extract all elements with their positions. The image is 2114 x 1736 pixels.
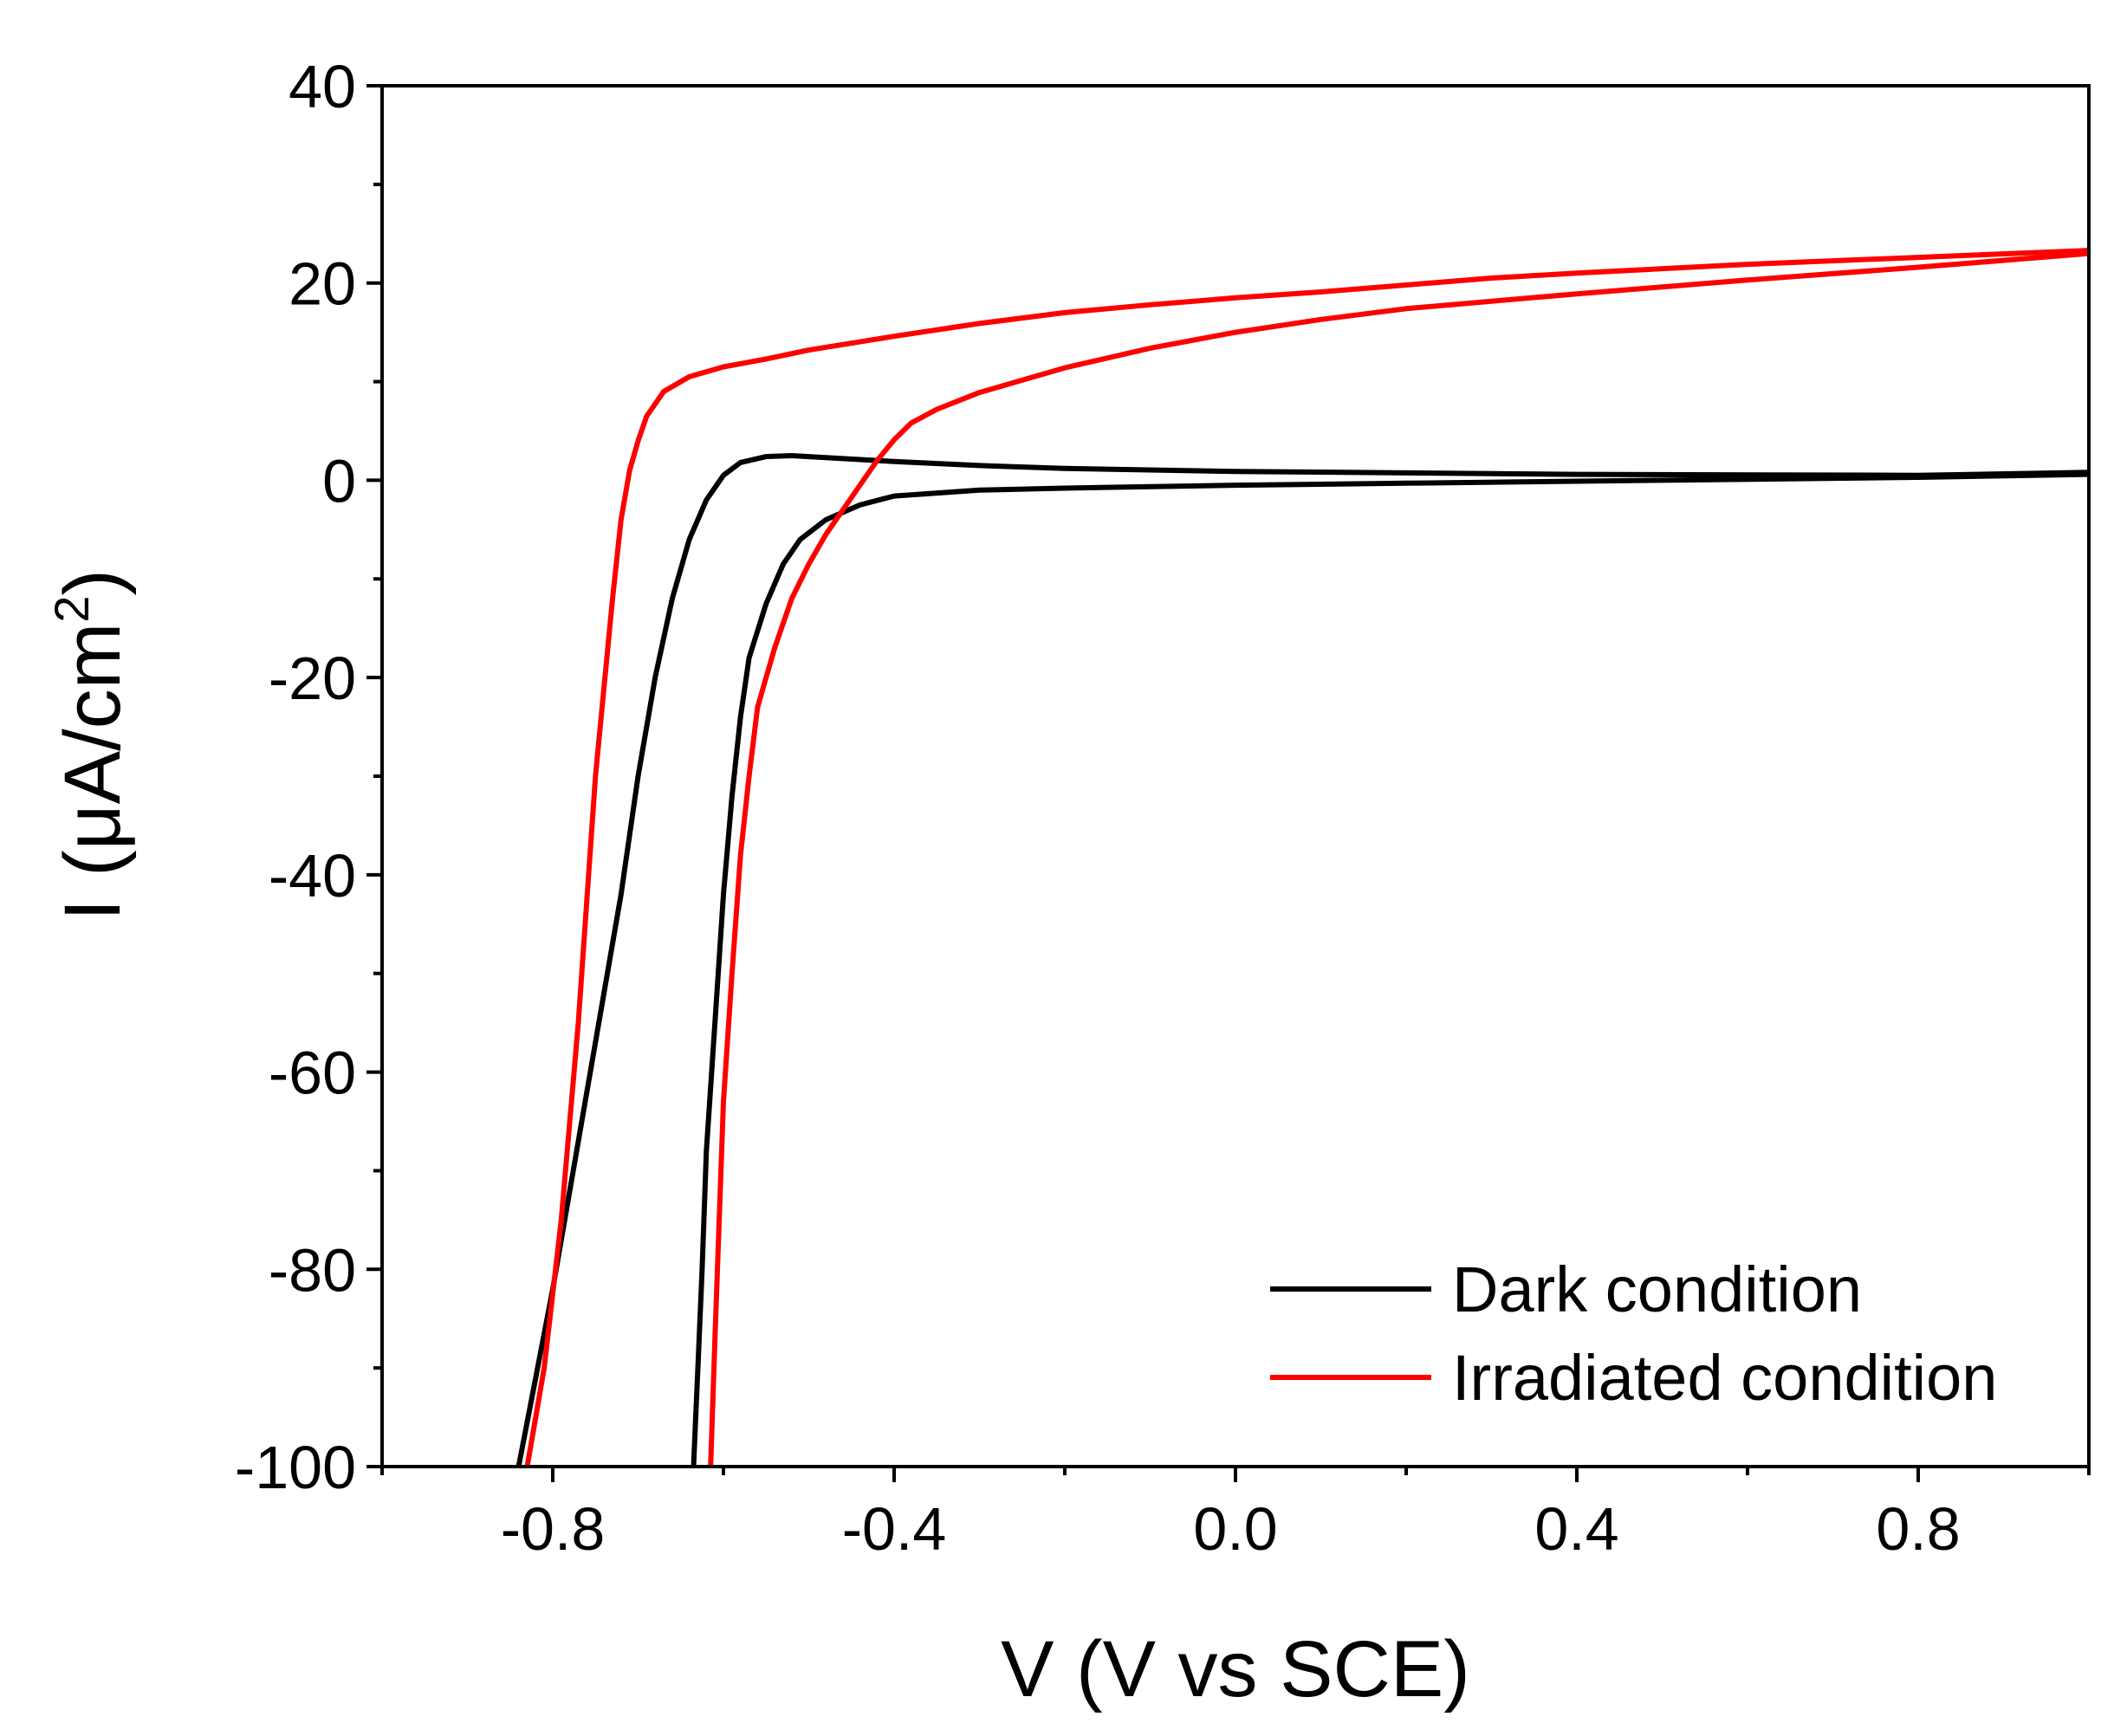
series-line-irradiated-condition-forward <box>524 248 2089 1467</box>
series-line-dark-condition-forward <box>516 453 2089 1467</box>
x-tick-label: 0.8 <box>1876 1495 1960 1563</box>
legend-label-irradiated: Irradiated condition <box>1452 1342 1997 1414</box>
y-axis-title-close: ) <box>49 569 137 596</box>
y-axis-title-superscript: 2 <box>44 596 99 623</box>
series-layer <box>516 248 2089 1467</box>
y-axis-title-main: I (μA/cm <box>49 623 137 921</box>
legend-label-dark: Dark condition <box>1452 1253 1862 1325</box>
y-tick-label: -20 <box>269 645 356 712</box>
y-axis-title: I (μA/cm2) <box>44 569 137 921</box>
legend: Dark condition Irradiated condition <box>1270 1253 1997 1414</box>
x-tick-label: 0.0 <box>1193 1495 1277 1563</box>
y-tick-label: 40 <box>289 53 356 120</box>
x-axis: -0.8 -0.4 0.0 0.4 0.8 <box>380 1467 2091 1563</box>
y-tick-label: -100 <box>235 1434 356 1501</box>
y-tick-label: 20 <box>289 250 356 318</box>
series-line-irradiated-condition-reverse <box>708 250 2089 1467</box>
x-axis-title: V (V vs SCE) <box>1001 1625 1470 1713</box>
x-tick-label: -0.4 <box>842 1495 947 1563</box>
x-tick-label: -0.8 <box>501 1495 606 1563</box>
y-tick-label: -80 <box>269 1236 356 1304</box>
y-tick-label: 0 <box>322 447 356 515</box>
x-tick-label: 0.4 <box>1534 1495 1618 1563</box>
y-tick-label: -60 <box>269 1040 356 1107</box>
y-axis: -100 -80 -60 -40 -20 0 20 40 <box>235 53 382 1501</box>
series-line-dark-condition-reverse <box>691 471 2089 1467</box>
y-tick-label: -40 <box>269 842 356 910</box>
